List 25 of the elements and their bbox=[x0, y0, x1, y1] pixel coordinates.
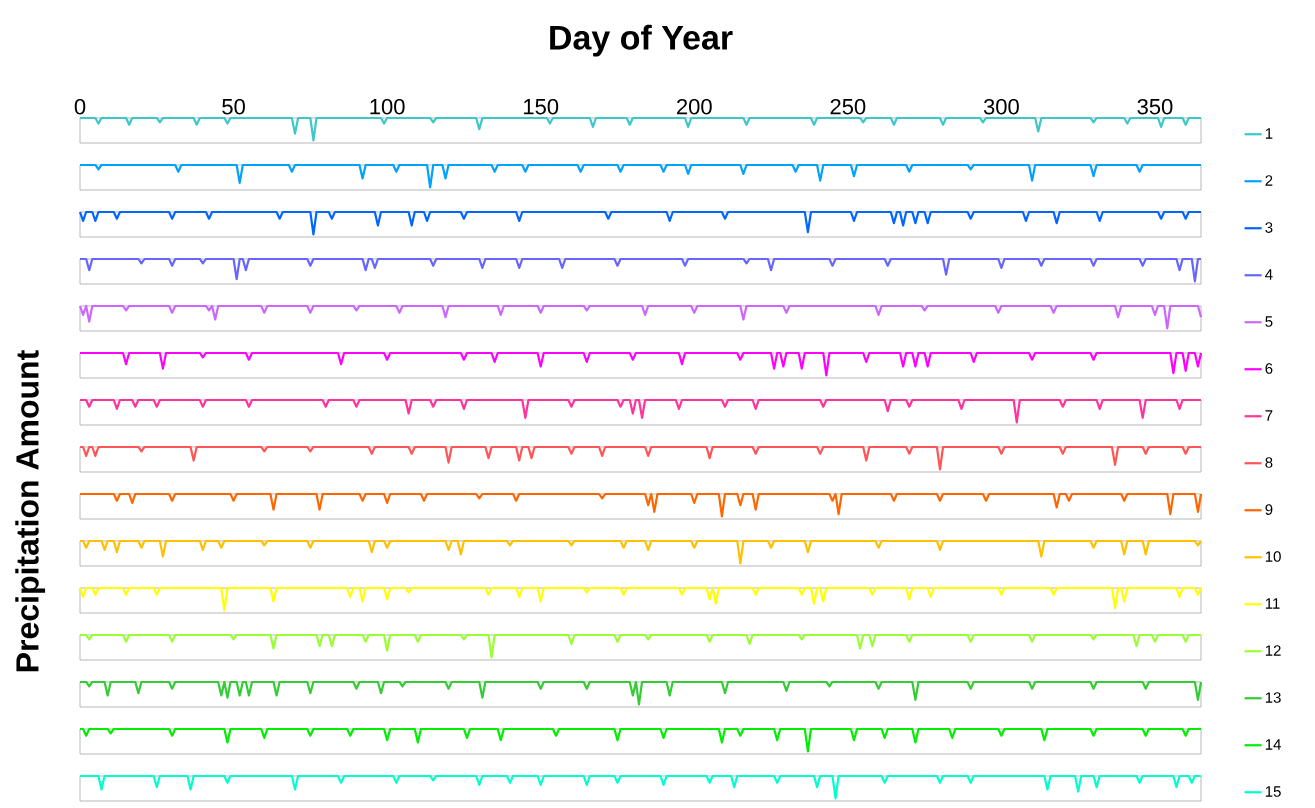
x-tick-label: 300 bbox=[983, 98, 1019, 115]
x-axis-title: Day of Year bbox=[550, 24, 733, 57]
x-tick-label: 200 bbox=[677, 98, 712, 115]
y-axis-title: Precipitation Amount bbox=[15, 350, 46, 672]
legend-label: 15 bbox=[1265, 786, 1281, 797]
legend-label: 12 bbox=[1265, 645, 1281, 656]
legend-label: 14 bbox=[1265, 739, 1281, 750]
x-tick-label: 350 bbox=[1137, 98, 1173, 115]
legend-label: 13 bbox=[1265, 692, 1281, 703]
x-tick-label: 100 bbox=[370, 98, 405, 115]
legend-label: 6 bbox=[1265, 363, 1273, 374]
legend-label: 10 bbox=[1265, 551, 1281, 562]
x-tick-label: 250 bbox=[830, 98, 866, 115]
legend-label: 2 bbox=[1265, 175, 1273, 186]
legend-label: 5 bbox=[1265, 316, 1273, 327]
x-tick-label: 0 bbox=[74, 98, 86, 115]
legend-label: 3 bbox=[1265, 222, 1273, 233]
x-tick-label: 50 bbox=[222, 98, 245, 115]
legend-label: 4 bbox=[1265, 269, 1273, 280]
x-tick-label: 150 bbox=[524, 98, 559, 115]
legend-label: 9 bbox=[1265, 504, 1273, 515]
legend-label: 8 bbox=[1265, 457, 1273, 468]
legend-label: 7 bbox=[1265, 410, 1273, 421]
legend-label: 1 bbox=[1265, 128, 1273, 139]
legend-label: 11 bbox=[1265, 598, 1280, 609]
